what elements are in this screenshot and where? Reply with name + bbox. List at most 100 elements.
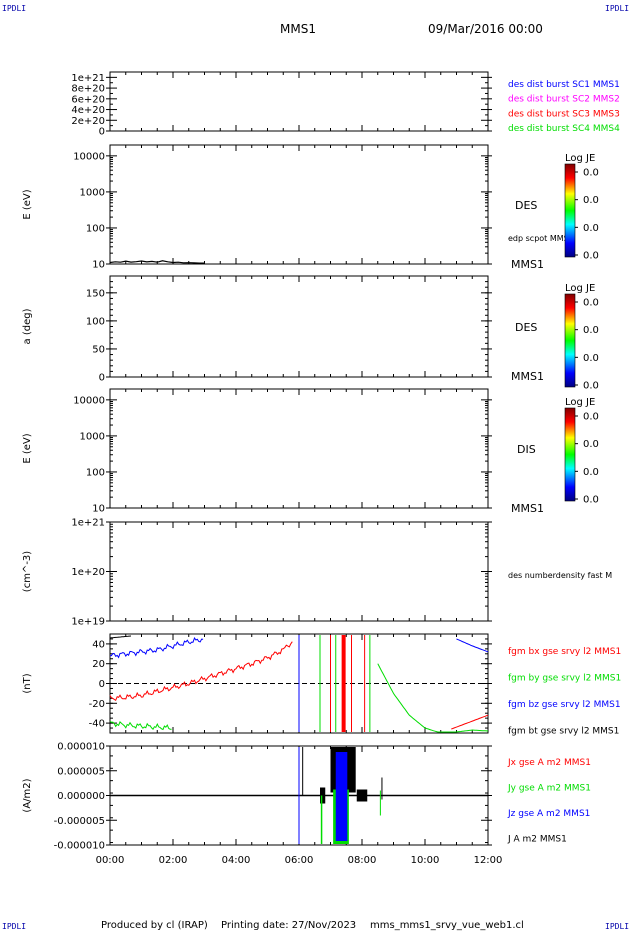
fgm-series-4 bbox=[109, 635, 132, 639]
panel-1-y-tick-label: 8e+20 bbox=[71, 84, 105, 95]
panel-1-y-tick-label: 6e+20 bbox=[71, 94, 105, 105]
legend-4: des dist burst SC4 MMS4 bbox=[508, 124, 620, 134]
x-tick-label: 12:00 bbox=[474, 855, 503, 866]
panel-4-y-tick-label: 100 bbox=[86, 467, 105, 478]
panel-5-y-tick-label: 1e+20 bbox=[71, 567, 105, 578]
colorbar-3-tick-label: 0.0 bbox=[583, 439, 599, 450]
colorbar-1-tick-label: 0.0 bbox=[583, 251, 599, 262]
panel-1-frame bbox=[109, 71, 489, 132]
x-tick-label: 08:00 bbox=[348, 855, 377, 866]
panel-4-y-axis-label: E (eV) bbox=[22, 433, 33, 463]
spacecraft-title: MMS1 bbox=[280, 22, 316, 36]
colorbar-3-title: Log JE bbox=[565, 397, 595, 408]
panel-4-frame bbox=[109, 388, 489, 509]
fgm-legend-3: fgm bz gse srvy l2 MMS1 bbox=[508, 700, 621, 710]
panel-5-y-axis-label: (cm^-3) bbox=[22, 551, 33, 592]
legend-2: des dist burst SC2 MMS2 bbox=[508, 95, 620, 105]
scpot-legend: edp scpot MMS1 bbox=[508, 234, 574, 243]
panel-3-y-axis-label: a (deg) bbox=[22, 308, 33, 344]
date-title: 09/Mar/2016 00:00 bbox=[428, 22, 543, 36]
panel-6-y-axis-label: (nT) bbox=[22, 673, 33, 693]
footer-product: mms_mms1_srvy_vue_web1.cl bbox=[370, 920, 524, 931]
corner-label-bottom-right: IPDLI bbox=[605, 922, 630, 931]
fgm-series-3 bbox=[109, 637, 489, 659]
panel-2-y-axis-label: E (eV) bbox=[22, 189, 33, 219]
footer-produced-by: Produced by cl (IRAP) bbox=[101, 920, 208, 931]
x-tick-label: 06:00 bbox=[285, 855, 314, 866]
panel-7-y-tick-label: -0.000010 bbox=[54, 841, 105, 852]
panel-6-y-tick-label: 20 bbox=[92, 659, 105, 670]
panel-2-y-tick-label: 10000 bbox=[73, 151, 105, 162]
current-legend-3: Jz gse A m2 MMS1 bbox=[507, 809, 590, 819]
panel-6-y-tick-label: -40 bbox=[89, 719, 105, 730]
x-tick-label: 02:00 bbox=[159, 855, 188, 866]
panel-5-y-tick-label: 1e+21 bbox=[71, 518, 105, 529]
colorbar-3-tick-label: 0.0 bbox=[583, 412, 599, 423]
panel-3-y-tick-label: 0 bbox=[99, 373, 105, 384]
panel-2-spacecraft-label: MMS1 bbox=[511, 258, 544, 271]
colorbar-2-tick-label: 0.0 bbox=[583, 325, 599, 336]
panel-2-y-tick-label: 100 bbox=[86, 223, 105, 234]
current-legend-1: Jx gse A m2 MMS1 bbox=[507, 758, 591, 768]
panel-4-species-label: DIS bbox=[517, 443, 536, 456]
panel-7-y-axis-label: (A/m2) bbox=[22, 778, 33, 812]
panel-7-y-tick-label: 0.000005 bbox=[57, 766, 105, 777]
corner-label-top-left: IPDLI bbox=[2, 4, 27, 13]
panel-4-y-tick-label: 10000 bbox=[73, 395, 105, 406]
panel-4-y-tick-label: 10 bbox=[92, 504, 105, 515]
fgm-legend-2: fgm by gse srvy l2 MMS1 bbox=[508, 674, 621, 684]
legend-3: des dist burst SC3 MMS3 bbox=[508, 109, 620, 119]
colorbar-2-tick-label: 0.0 bbox=[583, 353, 599, 364]
panel-3-y-tick-label: 50 bbox=[92, 344, 105, 355]
fgm-legend-4: fgm bt gse srvy l2 MMS1 bbox=[508, 727, 619, 737]
x-tick-label: 00:00 bbox=[96, 855, 125, 866]
panel-7-y-tick-label: -0.000005 bbox=[54, 816, 105, 827]
current-burst-1 bbox=[320, 787, 326, 804]
corner-label-top-right: IPDLI bbox=[605, 4, 630, 13]
current-burst-3 bbox=[356, 789, 368, 802]
colorbar-3-tick-label: 0.0 bbox=[583, 495, 599, 506]
panel-2-y-tick-label: 1000 bbox=[80, 187, 105, 198]
panel-7-y-tick-label: 0.000010 bbox=[57, 742, 105, 753]
footer-printing-date: Printing date: 27/Nov/2023 bbox=[221, 920, 357, 931]
density-legend: des numberdensity fast M bbox=[508, 571, 612, 580]
current-legend-4: J A m2 MMS1 bbox=[507, 835, 567, 845]
panel-7-y-tick-label: 0.000000 bbox=[57, 791, 105, 802]
colorbar-2-tick-label: 0.0 bbox=[583, 381, 599, 392]
colorbar-1-tick-label: 0.0 bbox=[583, 195, 599, 206]
panel-3-spacecraft-label: MMS1 bbox=[511, 370, 544, 383]
panel-2-frame bbox=[109, 144, 489, 265]
colorbar-1-tick-label: 0.0 bbox=[583, 168, 599, 179]
panel-6-y-tick-label: 0 bbox=[99, 679, 105, 690]
panel-3-frame bbox=[109, 275, 489, 378]
fgm-series-1 bbox=[109, 641, 489, 730]
current-burst-2-blue bbox=[335, 752, 348, 841]
corner-label-bottom-left: IPDLI bbox=[2, 922, 27, 931]
colorbar-1-tick-label: 0.0 bbox=[583, 223, 599, 234]
panel-5-y-tick-label: 1e+19 bbox=[71, 617, 105, 628]
panel-1-y-tick-label: 2e+20 bbox=[71, 116, 105, 127]
fgm-series-2 bbox=[109, 663, 489, 733]
panel-1-y-tick-label: 4e+20 bbox=[71, 105, 105, 116]
panel-1-y-tick-label: 1e+21 bbox=[71, 73, 105, 84]
colorbar-2-title: Log JE bbox=[565, 283, 595, 294]
panel-2-species-label: DES bbox=[515, 199, 537, 212]
panel-4-y-tick-label: 1000 bbox=[80, 431, 105, 442]
panel-4-spacecraft-label: MMS1 bbox=[511, 502, 544, 515]
panel-6-y-tick-label: -20 bbox=[89, 699, 105, 710]
panel-5-frame bbox=[109, 521, 489, 622]
colorbar-1-title: Log JE bbox=[565, 153, 595, 164]
panel-3-y-tick-label: 150 bbox=[86, 288, 105, 299]
colorbar-2 bbox=[564, 293, 576, 388]
panel-1-y-tick-label: 0 bbox=[99, 127, 105, 138]
panel-6-y-tick-label: 40 bbox=[92, 639, 105, 650]
colorbar-1 bbox=[564, 163, 576, 258]
panel-2-y-tick-label: 10 bbox=[92, 260, 105, 271]
x-tick-label: 10:00 bbox=[411, 855, 440, 866]
panel-3-species-label: DES bbox=[515, 321, 537, 334]
fgm-legend-1: fgm bx gse srvy l2 MMS1 bbox=[508, 647, 621, 657]
colorbar-2-tick-label: 0.0 bbox=[583, 298, 599, 309]
x-tick-label: 04:00 bbox=[222, 855, 251, 866]
current-legend-2: Jy gse A m2 MMS1 bbox=[507, 784, 591, 794]
